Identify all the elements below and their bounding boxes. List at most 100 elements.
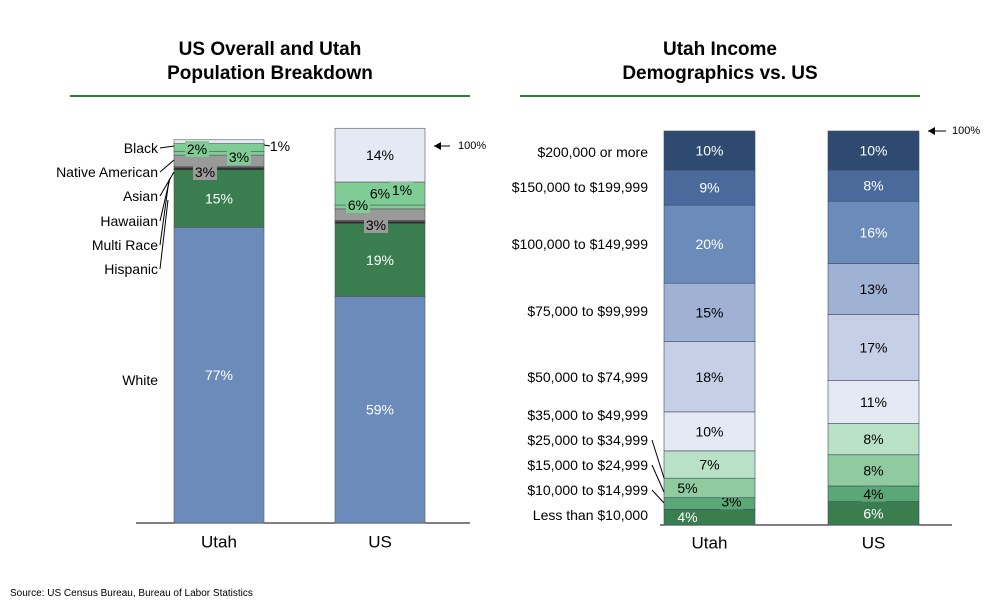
- inc-legend-4: $35,000 to $49,999: [527, 407, 648, 423]
- inc-bar-utah-8: [663, 169, 756, 206]
- pop-legend-leader-2: [159, 171, 175, 197]
- inc-label-utah-3: 7%: [699, 457, 719, 473]
- inc-legend-7: $100,000 to $149,999: [512, 236, 648, 252]
- inc-label-us-3: 8%: [863, 431, 883, 447]
- left-title-line1: US Overall and Utah: [178, 39, 362, 60]
- inc-label-utah-8: 9%: [699, 180, 719, 196]
- inc-bar-utah-6: [663, 282, 756, 342]
- pop-label-us-native-bg: [390, 182, 414, 198]
- inc-label-utah-2-bg: [675, 479, 700, 496]
- pop-category-us: US: [368, 533, 392, 552]
- pop-label-us-black: 6%: [348, 197, 368, 213]
- pop-bar-utah-white: [173, 227, 265, 524]
- inc-legend-leader-2: [651, 489, 665, 504]
- inc-legend-9: $200,000 or more: [537, 144, 648, 160]
- pop-label-us-asian: 3%: [366, 217, 386, 233]
- inc-bar-us-5: [827, 314, 920, 381]
- inc-bar-us-2: [827, 454, 920, 487]
- inc-label-us-4: 11%: [860, 394, 887, 410]
- inc-legend-leader-0: [651, 439, 665, 479]
- pop-legend-black: Black: [124, 140, 159, 156]
- pop-label-utah-black-bg: [185, 141, 209, 157]
- pop-legend-multi-race: Multi Race: [92, 237, 158, 253]
- inc-legend-2: $15,000 to $24,999: [527, 457, 648, 473]
- inc-label-us-2: 8%: [863, 462, 883, 478]
- pop-utah-other-leader: [263, 144, 271, 147]
- inc-label-us-8: 8%: [863, 178, 883, 194]
- inc-bar-us-7: [827, 200, 920, 264]
- inc-legend-leader-1: [651, 464, 665, 493]
- pop-bar-utah-hispanic: [173, 169, 265, 228]
- pop-label-us-asian-bg: [364, 217, 388, 233]
- pop-legend-leader-5: [159, 199, 169, 270]
- pop-legend-leader-0: [159, 145, 175, 149]
- source-note: Source: US Census Bureau, Bureau of Labo…: [10, 588, 253, 599]
- inc-100-arrow-head: [928, 127, 935, 135]
- pop-label-utah-native: 3%: [229, 149, 249, 165]
- pop-bar-us-other: [334, 127, 426, 183]
- inc-label-us-7: 16%: [859, 224, 887, 240]
- pop-legend-asian: Asian: [123, 188, 158, 204]
- left-title-line2: Population Breakdown: [167, 63, 373, 84]
- inc-100-label: 100%: [952, 125, 980, 137]
- inc-label-us-1: 4%: [863, 486, 883, 502]
- inc-category-us: US: [862, 534, 886, 553]
- inc-legend-3: $25,000 to $34,999: [527, 432, 648, 448]
- pop-bar-utah-other: [173, 139, 265, 144]
- pop-label-us-6: 6%: [370, 186, 390, 202]
- pop-100-label: 100%: [458, 140, 486, 152]
- left-chart-title: US Overall and Utah Population Breakdown: [70, 38, 470, 86]
- inc-label-utah-2: 5%: [677, 480, 697, 496]
- pop-legend-leader-4: [159, 179, 170, 246]
- inc-label-utah-7: 20%: [695, 236, 723, 252]
- inc-label-utah-5: 18%: [695, 369, 723, 385]
- inc-bar-utah-7: [663, 204, 756, 284]
- right-title-line2: Demographics vs. US: [622, 63, 818, 84]
- inc-bar-us-4: [827, 380, 920, 424]
- inc-label-us-1-bg: [861, 485, 886, 502]
- inc-legend-5: $50,000 to $74,999: [527, 369, 648, 385]
- inc-label-utah-6: 15%: [695, 304, 723, 320]
- left-title-rule: [70, 95, 470, 97]
- inc-label-us-0: 6%: [863, 505, 883, 521]
- pop-100-arrow-head: [434, 142, 441, 150]
- pop-legend-hispanic: Hispanic: [104, 261, 158, 277]
- right-title-rule: [520, 95, 920, 97]
- inc-legend-0: Less than $10,000: [533, 507, 648, 523]
- pop-bar-us-white: [334, 296, 426, 524]
- inc-label-us-6: 13%: [859, 281, 887, 297]
- pop-label-us-1: 19%: [366, 252, 394, 268]
- pop-label-utah-1: 15%: [205, 191, 233, 207]
- inc-legend-6: $75,000 to $99,999: [527, 303, 648, 319]
- inc-bar-us-9: [827, 130, 920, 171]
- pop-label-us-0: 59%: [366, 402, 394, 418]
- right-title-line1: Utah Income: [662, 39, 778, 60]
- inc-label-utah-4: 10%: [695, 423, 723, 439]
- pop-label-utah-0: 77%: [205, 367, 233, 383]
- inc-label-us-9: 10%: [859, 143, 887, 159]
- inc-bar-us-6: [827, 263, 920, 315]
- pop-label-utah-other: 1%: [270, 138, 290, 154]
- pop-label-us-black-bg: [346, 197, 370, 213]
- pop-bar-us-hispanic: [334, 223, 426, 297]
- inc-legend-8: $150,000 to $199,999: [512, 179, 648, 195]
- pop-legend-native-american: Native American: [56, 164, 158, 180]
- inc-bar-us-3: [827, 423, 920, 456]
- inc-bar-utah-4: [663, 411, 756, 452]
- inc-legend-1: $10,000 to $14,999: [527, 482, 648, 498]
- inc-category-utah: Utah: [692, 534, 728, 553]
- pop-legend-white: White: [122, 372, 158, 388]
- inc-label-utah-9: 10%: [695, 143, 723, 159]
- inc-bar-utah-3: [663, 450, 756, 479]
- pop-legend-hawaiian: Hawaiian: [100, 213, 158, 229]
- inc-label-utah-0: 4%: [677, 509, 697, 525]
- pop-label-utah-black: 2%: [187, 141, 207, 157]
- pop-label-utah-asian-bg: [193, 164, 217, 180]
- inc-label-us-5: 17%: [859, 340, 887, 356]
- pop-legend-leader-1: [159, 159, 175, 173]
- inc-bar-utah-5: [663, 341, 756, 413]
- pop-label-us-7: 14%: [366, 147, 394, 163]
- pop-label-us-native: 1%: [392, 182, 412, 198]
- inc-bar-utah-9: [663, 130, 756, 171]
